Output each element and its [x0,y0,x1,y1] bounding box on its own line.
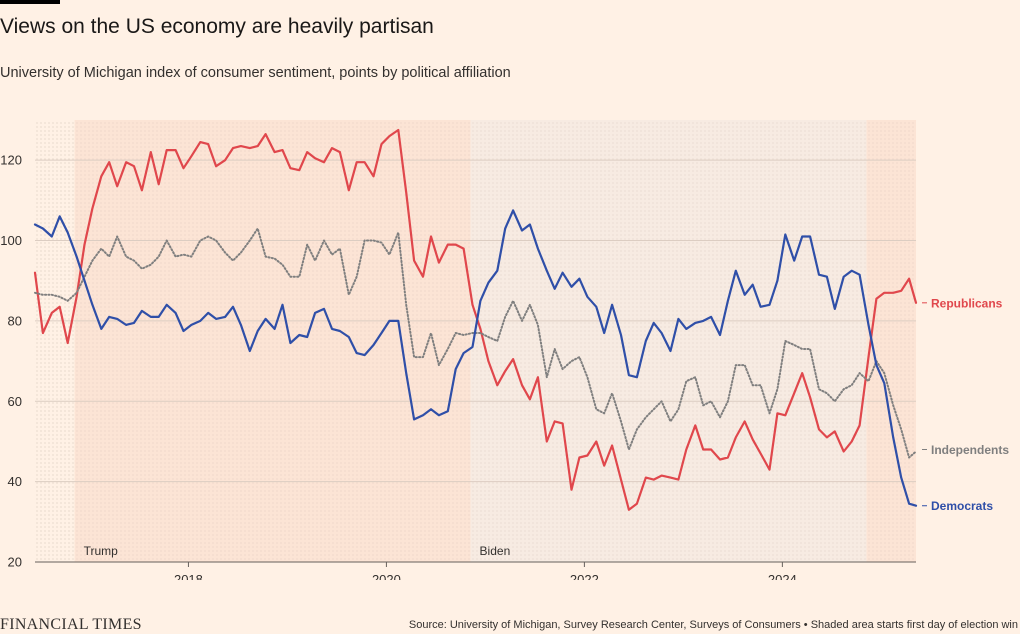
series-labels: Republicans Independents Democrats [922,296,1009,513]
series-label-republicans: Republicans [931,296,1003,310]
y-axis-ticks: 20 40 60 80 100 120 [0,153,22,570]
shaded-period-texture [866,120,916,562]
period-label: Trump [84,544,119,558]
x-axis-ticks: 2018 2020 2022 2024 [174,562,797,580]
source-note: Source: University of Michigan, Survey R… [408,619,1018,631]
series-label-democrats: Democrats [931,499,993,513]
gridlines [35,159,916,563]
y-tick-label: 60 [8,394,22,409]
y-tick-label: 120 [0,153,22,168]
y-tick-label: 80 [8,313,22,328]
shaded-period-texture [470,120,867,562]
series-line-republicans [33,128,918,511]
brand-logo: FINANCIAL TIMES [0,616,142,633]
shaded-periods: Trump Biden [35,120,916,562]
x-tick-label: 2018 [174,572,203,580]
series-line-democrats [33,209,918,507]
y-tick-label: 40 [8,474,22,489]
series-label-independents: Independents [931,443,1009,457]
chart-subtitle: University of Michigan index of consumer… [0,65,511,81]
series-lines [33,128,918,511]
x-tick-label: 2020 [372,572,401,580]
period-label: Biden [480,544,511,558]
series-line-independents [34,227,917,459]
y-tick-label: 20 [8,555,22,570]
brand-accent-bar [0,0,60,4]
x-tick-label: 2024 [768,572,797,580]
y-tick-label: 100 [0,233,22,248]
shaded-period-texture [74,120,471,562]
x-tick-label: 2022 [570,572,599,580]
chart-title: Views on the US economy are heavily part… [0,15,434,38]
